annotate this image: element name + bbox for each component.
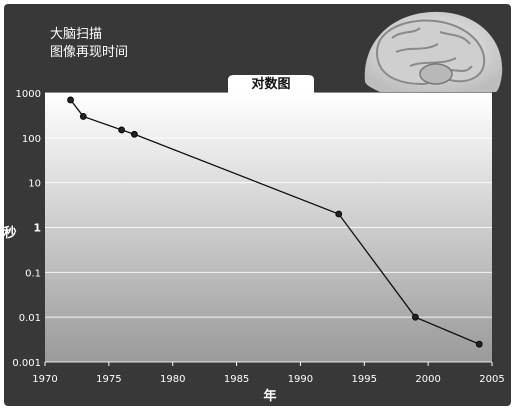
x-tick-label: 1990: [288, 374, 313, 385]
x-tick-label: 1980: [160, 374, 185, 385]
y-tick-label: 1: [33, 222, 41, 235]
data-point: [118, 126, 126, 134]
data-point: [67, 96, 74, 104]
series-layer: [67, 96, 483, 348]
x-tick-label: 1970: [32, 374, 57, 385]
x-tick-label: 1995: [352, 374, 377, 385]
chart-title-line1: 大脑扫描: [50, 27, 103, 42]
x-tick-label: 2005: [479, 374, 504, 385]
x-axis-label: 年: [263, 389, 277, 404]
y-axis-label: 秒: [3, 226, 17, 241]
y-tick-label: 100: [22, 134, 41, 145]
y-tick-label: 10: [28, 179, 41, 190]
data-point: [475, 340, 483, 348]
x-tick-label: 2000: [415, 374, 440, 385]
chart-tab-label: 对数图: [251, 77, 291, 92]
chart-title-line2: 图像再现时间: [50, 45, 129, 60]
x-tick-label: 1975: [96, 374, 121, 385]
y-tick-label: 0.001: [12, 358, 41, 369]
data-point: [130, 130, 138, 138]
y-tick-label: 0.1: [25, 268, 41, 279]
data-point: [335, 210, 343, 218]
x-tick-label: 1985: [224, 374, 249, 385]
y-tick-label: 1000: [16, 89, 41, 100]
brain-head-illustration-icon: [364, 11, 503, 92]
data-point: [411, 313, 419, 321]
data-point: [79, 113, 87, 120]
axis-ticks: 0.001 0.01 0.1 1 10 100 1000 1970 1975 1980 1985 19…: [12, 89, 504, 385]
y-tick-label: 0.01: [19, 313, 41, 324]
chart-tab: [228, 75, 314, 95]
